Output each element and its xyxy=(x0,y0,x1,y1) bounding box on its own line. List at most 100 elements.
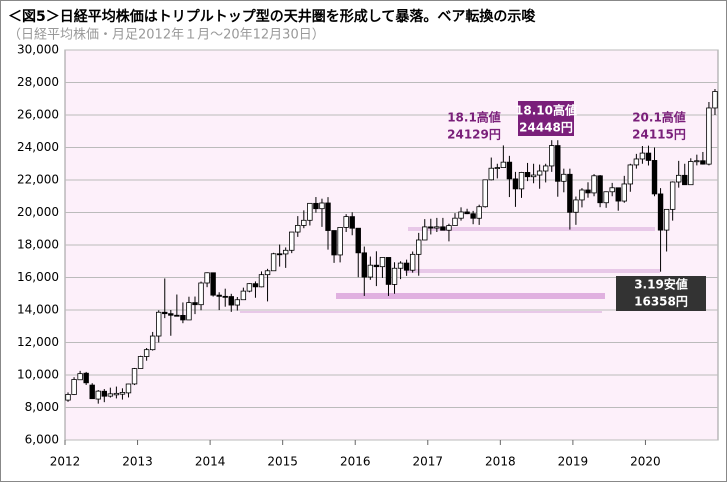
candle-body xyxy=(512,178,519,190)
candle-body xyxy=(458,211,464,219)
y-tick-label: 24,000 xyxy=(17,140,59,154)
candle-body xyxy=(542,165,549,172)
candle-body xyxy=(180,314,186,321)
annotation: 24448円 xyxy=(519,121,573,135)
candle-body xyxy=(325,202,331,231)
candle-body xyxy=(524,172,531,178)
candle-body xyxy=(143,349,150,357)
candle-body xyxy=(434,226,440,229)
annotation: 18.1高値 xyxy=(447,110,501,125)
candle-body xyxy=(663,208,670,231)
candle-body xyxy=(119,392,126,395)
candle-body xyxy=(694,160,700,163)
candle-body xyxy=(125,383,132,394)
candle-body xyxy=(506,161,513,180)
candle-body xyxy=(65,394,71,401)
candle-body xyxy=(536,170,543,176)
candle-body xyxy=(416,239,422,255)
candle-body xyxy=(264,270,271,276)
candle-body xyxy=(210,272,216,296)
candle-body xyxy=(313,202,319,210)
candle-body xyxy=(422,226,428,241)
candle-body xyxy=(216,294,222,297)
candle-body xyxy=(494,167,501,169)
candle-body xyxy=(470,213,476,219)
candle-body xyxy=(609,187,615,193)
annotation: 18.10高値 xyxy=(515,103,577,118)
support-band xyxy=(408,227,655,231)
candle-body xyxy=(676,174,682,183)
candle-body xyxy=(204,272,210,284)
candle-body xyxy=(585,189,591,194)
y-tick-label: 22,000 xyxy=(17,173,59,187)
candle-body xyxy=(276,253,283,256)
annotation: 24129円 xyxy=(447,128,501,142)
candle-body xyxy=(331,230,337,256)
candle-body xyxy=(555,145,561,182)
candle-body xyxy=(89,384,95,400)
candle-body xyxy=(192,302,198,306)
candle-body xyxy=(222,295,228,298)
x-tick-label: 2017 xyxy=(413,455,444,469)
candle-body xyxy=(682,174,688,186)
candle-body xyxy=(131,368,138,385)
candle-body xyxy=(428,226,434,229)
y-tick-label: 16,000 xyxy=(17,270,59,284)
candle-body xyxy=(156,311,162,337)
candle-body xyxy=(530,174,537,178)
candle-body xyxy=(252,283,259,288)
candle-body xyxy=(597,175,603,204)
candle-body xyxy=(149,335,156,351)
candle-body xyxy=(621,183,627,202)
y-tick-label: 18,000 xyxy=(17,238,59,252)
y-tick-label: 6,000 xyxy=(25,433,59,447)
candle-body xyxy=(186,302,192,321)
y-tick-label: 28,000 xyxy=(17,75,59,89)
candle-body xyxy=(464,211,470,215)
x-tick-label: 2018 xyxy=(485,455,516,469)
candle-body xyxy=(246,283,253,292)
x-tick-label: 2012 xyxy=(50,455,81,469)
candle-body xyxy=(651,160,658,195)
candle-body xyxy=(579,189,585,201)
annotation-box xyxy=(518,101,574,136)
candle-body xyxy=(669,181,676,210)
candle-body xyxy=(700,160,706,165)
candle-body xyxy=(627,164,634,185)
candle-body xyxy=(295,225,301,233)
annotation: 24115円 xyxy=(632,128,686,142)
y-tick-label: 20,000 xyxy=(17,205,59,219)
candle-body xyxy=(113,392,120,396)
chart-title: ＜図5＞日経平均株価はトリプルトップ型の天井圏を形成して暴落。ベア転換の示唆 xyxy=(8,8,536,25)
x-tick-label: 2016 xyxy=(340,455,371,469)
candle-body xyxy=(391,267,398,285)
candle-body xyxy=(289,231,295,251)
candle-body xyxy=(645,152,652,161)
annotation: 16358円 xyxy=(634,295,688,309)
candle-body xyxy=(488,167,494,181)
candle-body xyxy=(633,158,640,166)
candle-body xyxy=(688,161,694,186)
candle-body xyxy=(500,161,507,168)
candle-body xyxy=(397,262,404,269)
candle-body xyxy=(174,314,180,317)
candle-body xyxy=(518,172,525,190)
candle-body xyxy=(385,257,392,285)
annotation: 20.1高値 xyxy=(632,110,686,125)
candle-body xyxy=(379,257,386,268)
x-tick-label: 2015 xyxy=(267,455,298,469)
candle-body xyxy=(137,356,144,369)
candle-body xyxy=(452,217,458,226)
support-band xyxy=(405,269,660,273)
candle-body xyxy=(307,202,313,221)
support-band xyxy=(240,311,602,313)
y-tick-label: 10,000 xyxy=(17,368,59,382)
candle-body xyxy=(476,206,482,219)
y-tick-label: 8,000 xyxy=(25,400,59,414)
candle-body xyxy=(198,282,204,306)
candle-body xyxy=(567,173,573,213)
candle-body xyxy=(228,296,234,306)
candle-body xyxy=(639,152,646,160)
candle-body xyxy=(107,393,114,397)
candle-body xyxy=(349,216,355,229)
